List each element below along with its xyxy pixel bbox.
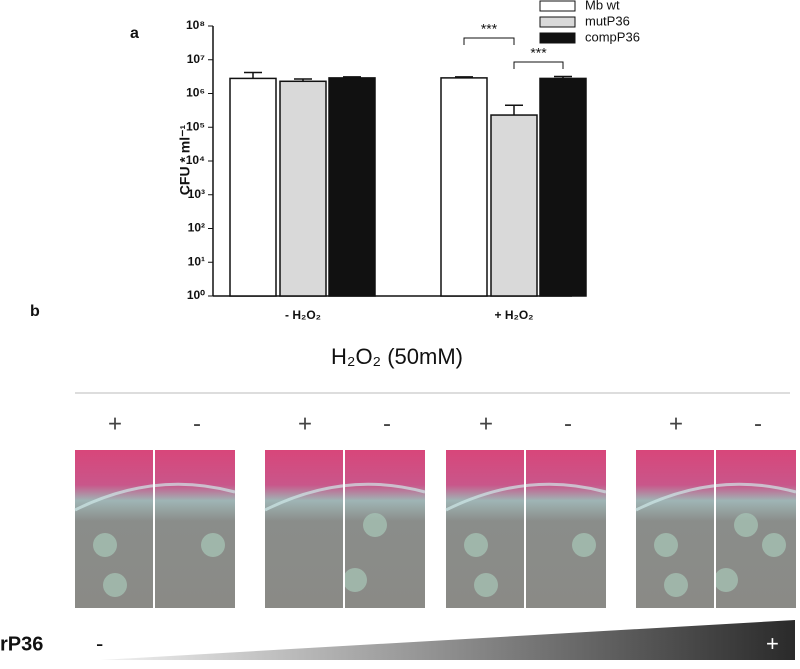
significance-bracket: [463, 37, 515, 45]
bar: [539, 77, 587, 297]
colony: [654, 533, 678, 557]
colony: [103, 573, 127, 597]
panel-label: b: [30, 303, 40, 320]
colony: [343, 568, 367, 592]
colony: [734, 513, 758, 537]
plate-sign: +: [669, 410, 683, 437]
legend-label: mutP36: [585, 13, 630, 28]
plate-sign: -: [564, 410, 572, 437]
gradient-end: -: [96, 631, 103, 656]
y-tick-label: 10⁸: [186, 18, 205, 32]
legend-label: compP36: [585, 29, 640, 44]
y-tick-label: 10⁶: [186, 86, 205, 100]
significance-label: ***: [481, 21, 498, 37]
legend-swatch: [539, 0, 576, 12]
colony: [363, 513, 387, 537]
bar: [279, 80, 327, 297]
y-tick-label: 10⁷: [187, 52, 205, 66]
colony: [474, 573, 498, 597]
legend-swatch: [539, 16, 576, 28]
colony: [762, 533, 786, 557]
y-tick-label: 10⁰: [187, 288, 205, 302]
x-tick-label: + H₂O₂: [494, 308, 533, 322]
significance-bracket: [513, 61, 564, 69]
plate-sign: -: [754, 410, 762, 437]
plate-sign: +: [298, 410, 312, 437]
y-tick-label: 10²: [188, 221, 205, 235]
plate-sign: +: [108, 410, 122, 437]
gradient-end: +: [766, 631, 779, 656]
x-tick-label: - H₂O₂: [285, 308, 321, 322]
gradient-ramp: [100, 620, 795, 660]
panel-label: a: [130, 25, 139, 42]
significance-label: ***: [530, 45, 547, 61]
colony: [664, 573, 688, 597]
bar: [328, 77, 376, 297]
plate-sign: +: [479, 410, 493, 437]
colony: [714, 568, 738, 592]
bar: [229, 77, 277, 297]
colony: [572, 533, 596, 557]
y-tick-label: 10⁵: [186, 119, 205, 133]
plate-sign: -: [383, 410, 391, 437]
y-tick-label: 10⁴: [186, 153, 205, 167]
plate-sign: -: [193, 410, 201, 437]
legend-label: Mb wt: [585, 0, 620, 12]
y-tick-label: 10³: [188, 187, 205, 201]
legend-swatch: [539, 32, 576, 44]
y-axis-label: CFU * ml⁻¹: [177, 124, 193, 195]
colony: [201, 533, 225, 557]
y-tick-label: 10¹: [188, 254, 205, 268]
colony: [464, 533, 488, 557]
colony: [93, 533, 117, 557]
panel-title: H₂O₂ (50mM): [331, 344, 463, 369]
gradient-label: rP36: [0, 633, 43, 655]
bar: [490, 114, 538, 297]
bar: [440, 77, 488, 297]
